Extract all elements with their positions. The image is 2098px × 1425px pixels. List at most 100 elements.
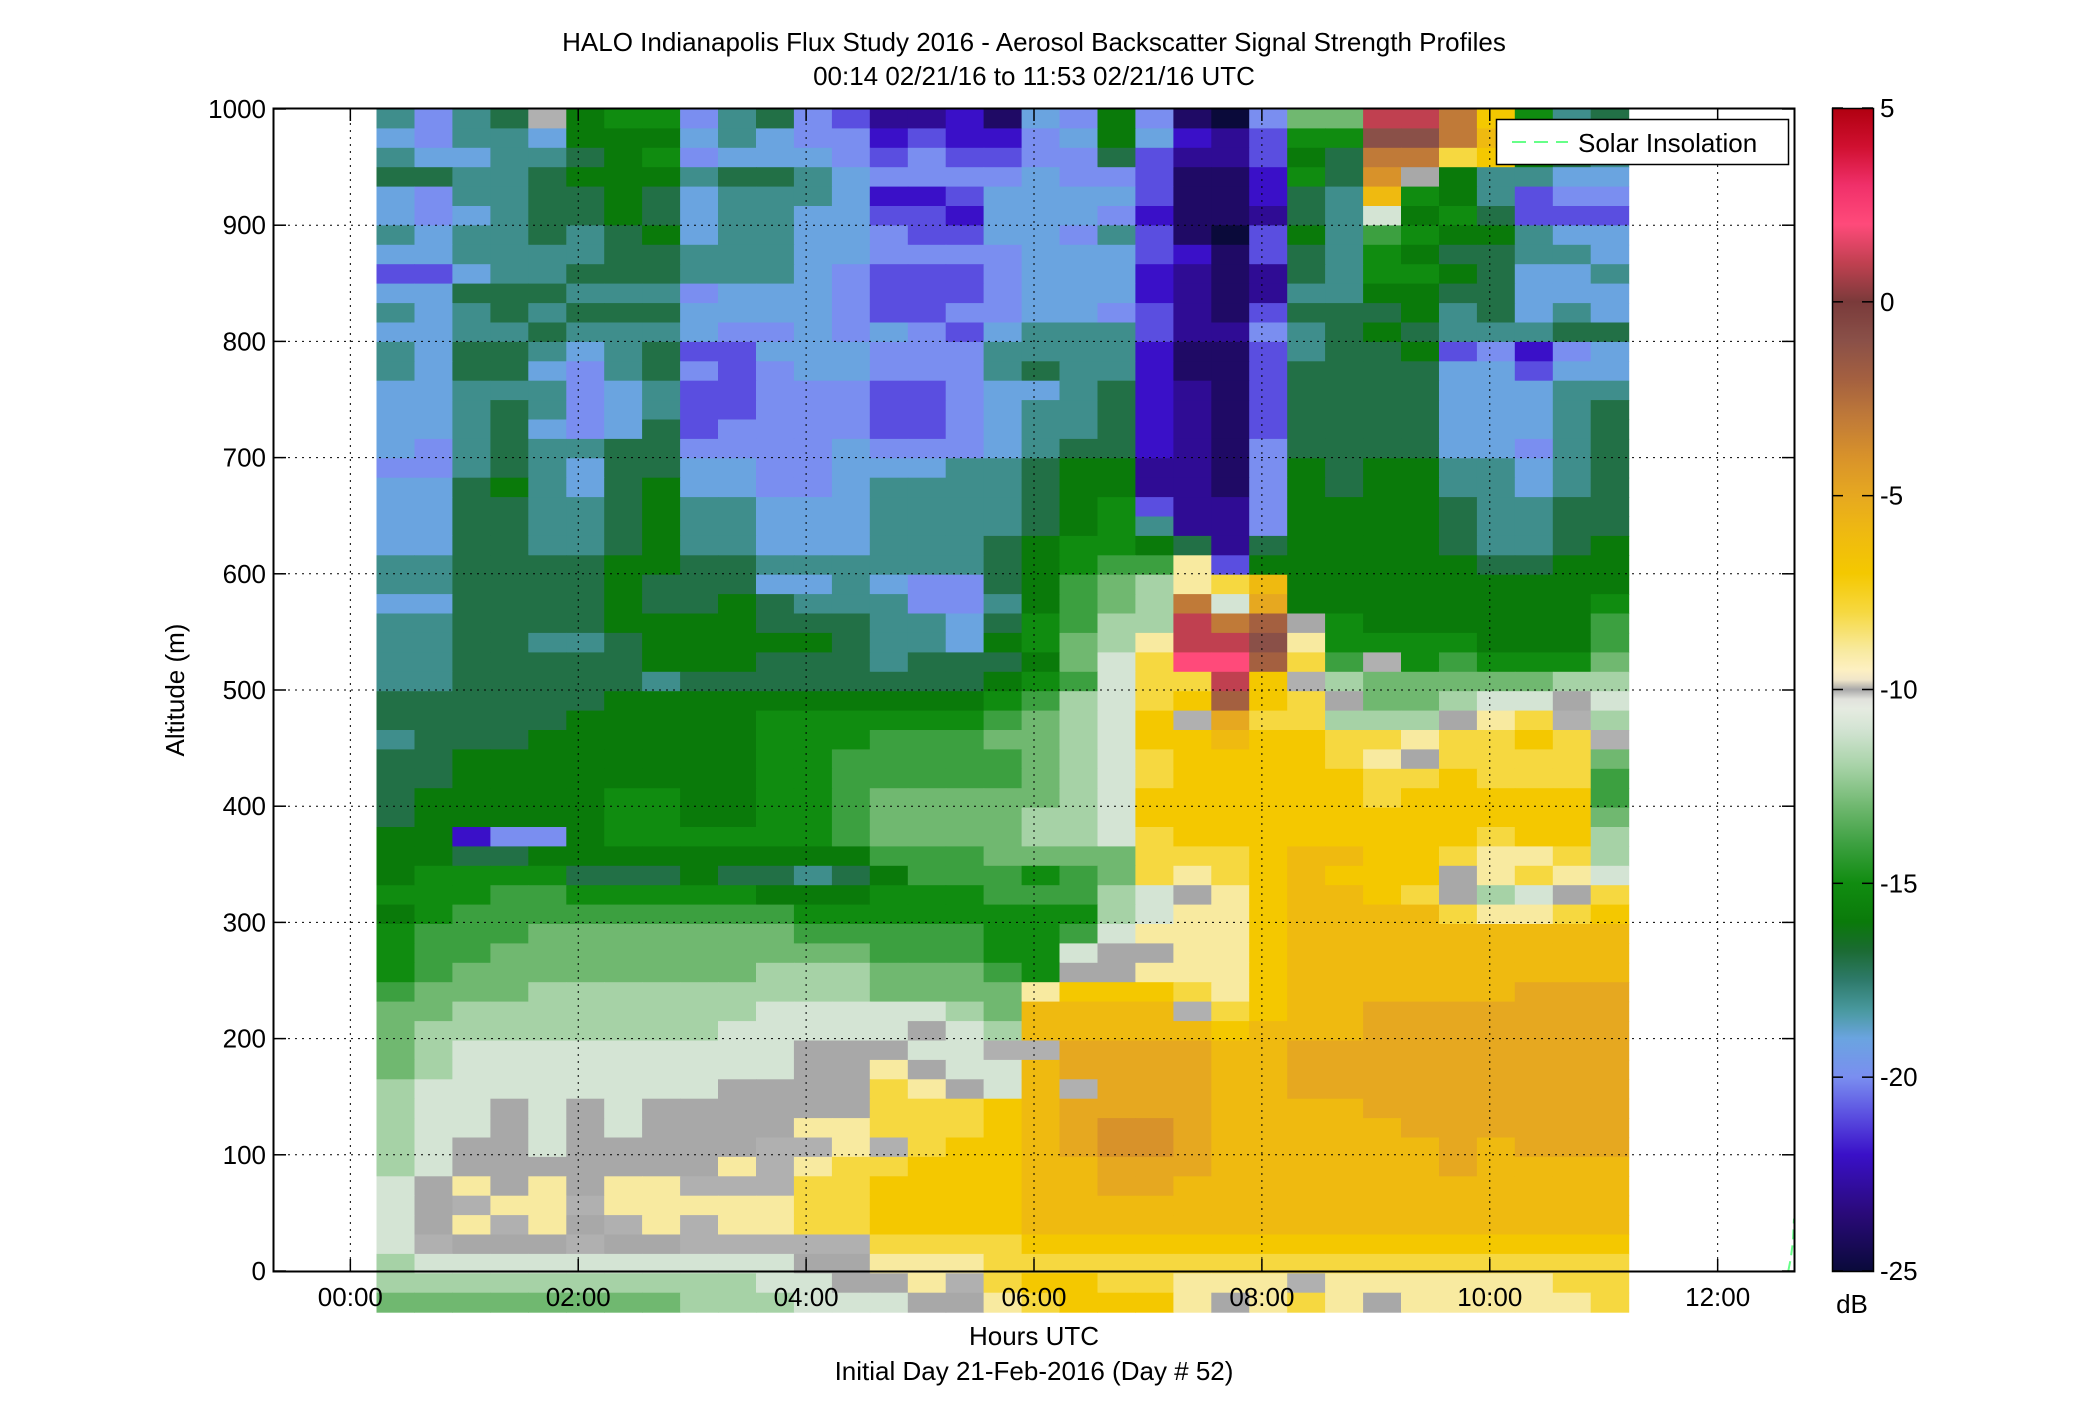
heatmap-cell xyxy=(1401,109,1440,129)
heatmap-cell xyxy=(528,419,567,440)
heatmap-cell xyxy=(1249,1001,1288,1022)
heatmap-cell xyxy=(566,303,605,324)
heatmap-cell xyxy=(1439,400,1478,421)
heatmap-cell xyxy=(756,865,795,886)
heatmap-cell xyxy=(452,827,491,847)
heatmap-cell xyxy=(907,1059,947,1080)
y-tick-label: 200 xyxy=(223,1024,266,1054)
heatmap-cell xyxy=(1401,613,1440,634)
heatmap-cell xyxy=(1249,438,1288,459)
heatmap-cell xyxy=(1325,206,1364,226)
heatmap-cell xyxy=(1021,477,1061,498)
heatmap-cell xyxy=(1097,1040,1136,1061)
heatmap-cell xyxy=(642,652,681,673)
heatmap-cell xyxy=(793,186,833,207)
heatmap-cell xyxy=(1401,225,1440,246)
heatmap-cell xyxy=(414,652,453,673)
heatmap-cell xyxy=(452,128,491,149)
heatmap-cell xyxy=(604,361,643,382)
heatmap-cell xyxy=(1173,1021,1212,1042)
heatmap-cell xyxy=(680,438,719,459)
heatmap-cell xyxy=(831,827,871,847)
heatmap-cell xyxy=(831,865,871,886)
heatmap-cell xyxy=(869,225,909,246)
heatmap-cell xyxy=(1021,458,1061,479)
heatmap-cell xyxy=(1401,283,1440,304)
heatmap-cell xyxy=(1476,710,1516,731)
heatmap-cell xyxy=(1059,749,1098,770)
heatmap-cell xyxy=(642,555,681,576)
heatmap-cell xyxy=(756,768,795,789)
heatmap-cell xyxy=(907,225,947,246)
heatmap-cell xyxy=(1590,419,1630,440)
heatmap-cell xyxy=(566,283,605,304)
heatmap-cell xyxy=(831,594,871,615)
heatmap-cell xyxy=(1059,924,1098,944)
heatmap-cell xyxy=(1135,632,1174,653)
heatmap-cell xyxy=(1325,982,1364,1003)
heatmap-cell xyxy=(1590,458,1630,479)
heatmap-cell xyxy=(1363,1176,1402,1197)
heatmap-cell xyxy=(1059,341,1098,362)
heatmap-cell xyxy=(831,730,871,750)
heatmap-cell xyxy=(869,477,909,498)
heatmap-cell xyxy=(1021,303,1061,324)
heatmap-cell xyxy=(869,438,909,459)
heatmap-cell xyxy=(1363,477,1402,498)
heatmap-cell xyxy=(718,652,757,673)
x-tick-label: 10:00 xyxy=(1457,1282,1522,1312)
heatmap-cell xyxy=(452,225,491,246)
heatmap-cell xyxy=(1552,924,1592,944)
heatmap-cell xyxy=(1173,632,1212,653)
heatmap-cell xyxy=(1097,458,1136,479)
heatmap-cell xyxy=(1173,710,1212,731)
heatmap-cell xyxy=(907,904,947,925)
heatmap-cell xyxy=(528,768,567,789)
heatmap-cell xyxy=(793,128,833,149)
heatmap-cell xyxy=(1211,1156,1250,1177)
heatmap-cell xyxy=(604,555,643,576)
heatmap-cell xyxy=(945,1137,985,1158)
heatmap-cell xyxy=(1476,535,1516,556)
heatmap-cell xyxy=(1363,943,1402,964)
heatmap-cell xyxy=(1059,982,1098,1003)
heatmap-cell xyxy=(869,458,909,479)
heatmap-cell xyxy=(642,1098,681,1119)
heatmap-cell xyxy=(983,1001,1023,1022)
heatmap-cell xyxy=(604,516,643,537)
heatmap-cell xyxy=(1249,1292,1288,1313)
heatmap-cell xyxy=(604,613,643,634)
heatmap-cell xyxy=(414,768,453,789)
heatmap-cell xyxy=(1097,206,1136,226)
heatmap-cell xyxy=(490,749,529,770)
heatmap-cell xyxy=(1021,885,1061,906)
heatmap-cell xyxy=(1135,1156,1174,1177)
heatmap-cell xyxy=(756,1021,795,1042)
heatmap-cell xyxy=(376,730,415,750)
heatmap-cell xyxy=(1514,1118,1554,1139)
heatmap-cell xyxy=(1021,1021,1061,1042)
heatmap-cell xyxy=(1476,846,1516,867)
heatmap-cell xyxy=(376,303,415,324)
heatmap-cell xyxy=(718,1176,757,1197)
heatmap-cell xyxy=(642,632,681,653)
heatmap-cell xyxy=(1439,419,1478,440)
heatmap-cell xyxy=(1363,904,1402,925)
heatmap-cell xyxy=(528,1273,567,1294)
heatmap-cell xyxy=(680,244,719,265)
heatmap-cell xyxy=(831,1079,871,1100)
heatmap-cell xyxy=(1325,225,1364,246)
heatmap-cell xyxy=(1590,710,1630,731)
heatmap-cell xyxy=(831,574,871,595)
heatmap-cell xyxy=(1059,1156,1098,1177)
heatmap-cell xyxy=(604,1234,643,1255)
heatmap-cell xyxy=(566,574,605,595)
heatmap-cell xyxy=(1097,283,1136,304)
heatmap-cell xyxy=(452,303,491,324)
heatmap-cell xyxy=(490,516,529,537)
heatmap-cell xyxy=(1211,264,1250,285)
heatmap-cell xyxy=(490,827,529,847)
heatmap-cell xyxy=(1514,167,1554,188)
heatmap-cell xyxy=(1211,400,1250,421)
heatmap-cell xyxy=(604,904,643,925)
